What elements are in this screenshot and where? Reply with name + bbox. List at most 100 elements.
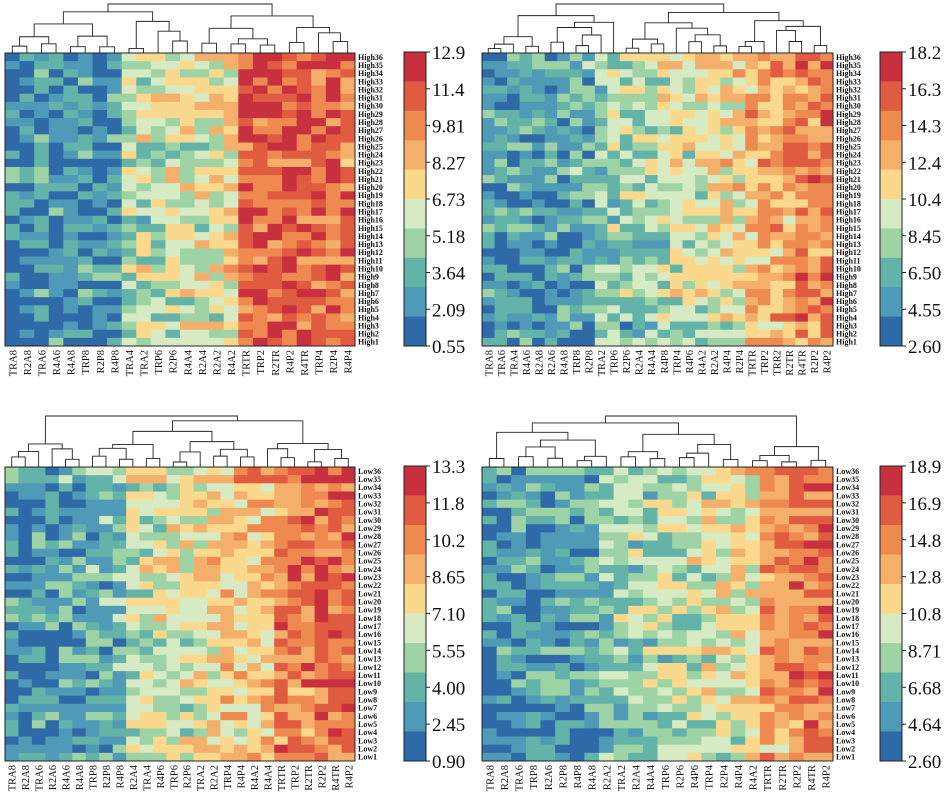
heatmap-cell <box>745 126 759 135</box>
heatmap-cell <box>340 93 356 103</box>
heatmap-cell <box>206 475 221 484</box>
heatmap-cell <box>153 532 167 541</box>
row-label: Low1 <box>836 753 855 762</box>
heatmap-cell <box>48 101 64 111</box>
heatmap-cell <box>582 142 596 152</box>
row-label: High10 <box>836 264 861 273</box>
heatmap-cell <box>782 215 796 225</box>
heatmap-cell <box>757 215 771 225</box>
heatmap-cell <box>532 142 546 152</box>
dendrogram-branch <box>754 20 804 42</box>
heatmap-cell <box>220 524 235 533</box>
heatmap-cell <box>686 622 702 631</box>
heatmap-cell <box>686 605 702 615</box>
heatmap-cell <box>494 126 508 135</box>
heatmap-cell <box>325 183 341 192</box>
heatmap-cell <box>274 703 289 713</box>
heatmap-cell <box>716 663 732 672</box>
heatmap-cell <box>180 166 195 176</box>
heatmap-cell <box>107 126 123 135</box>
heatmap-cell <box>260 605 275 615</box>
heatmap-cell <box>85 556 100 566</box>
heatmap-cell <box>507 199 521 209</box>
heatmap-cell <box>311 93 327 103</box>
heatmap-cell <box>121 150 137 160</box>
row-label: High24 <box>358 151 383 160</box>
heatmap-cell <box>774 622 790 631</box>
heatmap-cell <box>139 548 154 558</box>
heatmap-cell <box>5 183 20 192</box>
heatmap-cell <box>274 687 289 697</box>
heatmap-cell <box>282 61 298 70</box>
heatmap-cell <box>233 516 248 525</box>
heatmap-cell <box>341 671 356 680</box>
heatmap-cell <box>569 109 583 119</box>
heatmap-cell <box>48 199 64 209</box>
heatmap-cell <box>99 720 114 729</box>
heatmap-cell <box>136 134 152 143</box>
heatmap-cell <box>507 272 521 282</box>
column-label: TRA8 <box>485 765 496 791</box>
heatmap-cell <box>507 232 521 241</box>
heatmap-cell <box>532 337 546 347</box>
heatmap-cell <box>482 712 498 721</box>
heatmap-cell <box>720 232 734 241</box>
heatmap-cell <box>730 573 746 582</box>
heatmap-cell <box>126 516 141 525</box>
row-label: Low34 <box>836 483 859 492</box>
heatmap-cell <box>165 215 181 225</box>
heatmap-cell <box>496 597 512 607</box>
heatmap-cell <box>126 752 141 762</box>
heatmap-cell <box>720 337 734 347</box>
heatmap-cell <box>657 712 673 721</box>
heatmap-cell <box>58 752 73 762</box>
heatmap-cell <box>569 548 585 558</box>
heatmap-cell <box>63 150 79 160</box>
heatmap-cell <box>782 321 796 331</box>
heatmap-cell <box>267 150 283 160</box>
heatmap-cell <box>311 215 327 225</box>
heatmap-cell <box>136 248 152 257</box>
heatmap-cell <box>18 622 33 631</box>
heatmap-cell <box>287 589 302 599</box>
heatmap-cell <box>820 166 834 176</box>
heatmap-cell <box>745 150 759 160</box>
heatmap-cell <box>340 109 356 119</box>
heatmap-cell <box>670 191 683 200</box>
heatmap-cell <box>72 622 87 631</box>
heatmap-cell <box>58 597 73 607</box>
heatmap-cell <box>820 61 834 70</box>
heatmap-cell <box>92 207 108 217</box>
heatmap-cell <box>209 77 225 86</box>
dendrogram-branch <box>487 48 502 53</box>
heatmap-cells <box>5 467 356 762</box>
heatmap-cell <box>5 597 19 607</box>
heatmap-cell <box>252 305 268 314</box>
heatmap-cell <box>482 581 498 590</box>
heatmap-cell <box>301 703 316 713</box>
heatmap-cell <box>247 524 262 533</box>
heatmap-cell <box>311 53 327 62</box>
heatmap-cell <box>287 720 302 729</box>
heatmap-cell <box>209 134 225 143</box>
heatmap-cell <box>519 223 533 233</box>
heatmap-cell <box>496 573 512 582</box>
heatmap-cell <box>92 256 108 266</box>
colorbar-segment <box>404 466 426 496</box>
row-label: High11 <box>358 256 382 265</box>
heatmap-cell <box>206 589 221 599</box>
heatmap-cell <box>557 248 571 257</box>
colorbar-segment <box>880 257 902 288</box>
heatmap-cell <box>112 703 127 713</box>
row-label: Low31 <box>836 508 859 517</box>
heatmap-cell <box>209 199 225 209</box>
heatmap-cell <box>287 516 302 525</box>
heatmap-cell <box>180 663 194 672</box>
heatmap-cell <box>5 272 20 282</box>
heatmap-cell <box>496 499 512 509</box>
heatmap-cell <box>153 687 167 697</box>
heatmap-cell <box>807 183 821 192</box>
heatmap-cell <box>220 663 235 672</box>
heatmap-cell <box>532 232 546 241</box>
heatmap-cell <box>657 630 673 639</box>
